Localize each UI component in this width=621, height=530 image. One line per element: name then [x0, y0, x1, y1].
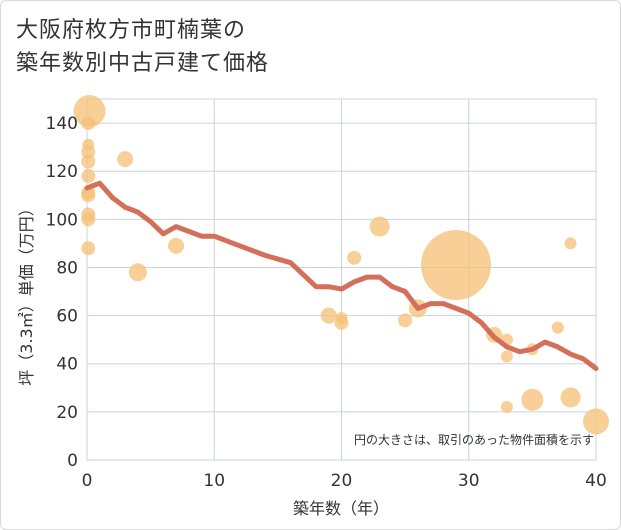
y-axis-label: 坪（3.3㎡）単価（万円）	[17, 200, 36, 385]
data-bubble	[320, 307, 337, 324]
bubbles	[73, 95, 609, 435]
data-bubble	[564, 237, 577, 250]
data-bubble	[334, 315, 349, 330]
y-tick-label: 140	[46, 114, 78, 134]
title-line-1: 大阪府枚方市町楠葉の	[16, 18, 247, 43]
data-bubble	[81, 144, 96, 159]
x-tick-label: 0	[82, 471, 93, 491]
data-bubble	[551, 321, 564, 334]
x-axis-label: 築年数（年）	[293, 499, 389, 518]
y-tick-label: 80	[56, 258, 78, 278]
tick-labels: 0 20 40 60 80 100 120 140 0 10 20 30 40	[46, 114, 607, 491]
trend-line	[84, 180, 599, 371]
chart-title: 大阪府枚方市町楠葉の 築年数別中古戸建て価格	[16, 14, 576, 80]
y-tick-label: 40	[56, 355, 78, 375]
data-bubble	[81, 188, 96, 203]
title-line-2: 築年数別中古戸建て価格	[16, 51, 270, 76]
data-bubble	[81, 212, 96, 227]
data-bubble	[168, 237, 185, 254]
x-tick-label: 10	[203, 471, 225, 491]
data-bubble	[117, 151, 134, 168]
data-bubble	[81, 169, 96, 184]
data-bubble	[560, 387, 581, 408]
data-bubble	[583, 408, 609, 435]
data-bubble	[398, 313, 413, 328]
x-tick-label: 20	[331, 471, 353, 491]
y-tick-label: 60	[56, 307, 78, 327]
size-note: 円の大きさは、取引のあった物件面積を示す	[354, 432, 594, 447]
y-tick-label: 100	[46, 210, 78, 230]
data-bubble	[369, 216, 390, 237]
y-tick-label: 120	[46, 162, 78, 182]
data-bubble	[347, 250, 362, 265]
grid-lines	[86, 98, 597, 461]
data-bubble	[421, 230, 492, 301]
data-bubble	[500, 401, 513, 414]
x-tick-label: 40	[585, 471, 607, 491]
data-bubble	[81, 241, 96, 256]
data-bubble	[81, 116, 96, 131]
data-bubble	[500, 350, 513, 363]
data-bubble	[73, 95, 106, 128]
data-bubble	[521, 388, 544, 411]
x-tick-label: 30	[458, 471, 480, 491]
y-tick-label: 20	[56, 403, 78, 423]
y-tick-label: 0	[67, 451, 78, 471]
data-bubble	[81, 154, 96, 169]
data-bubble	[128, 263, 147, 282]
